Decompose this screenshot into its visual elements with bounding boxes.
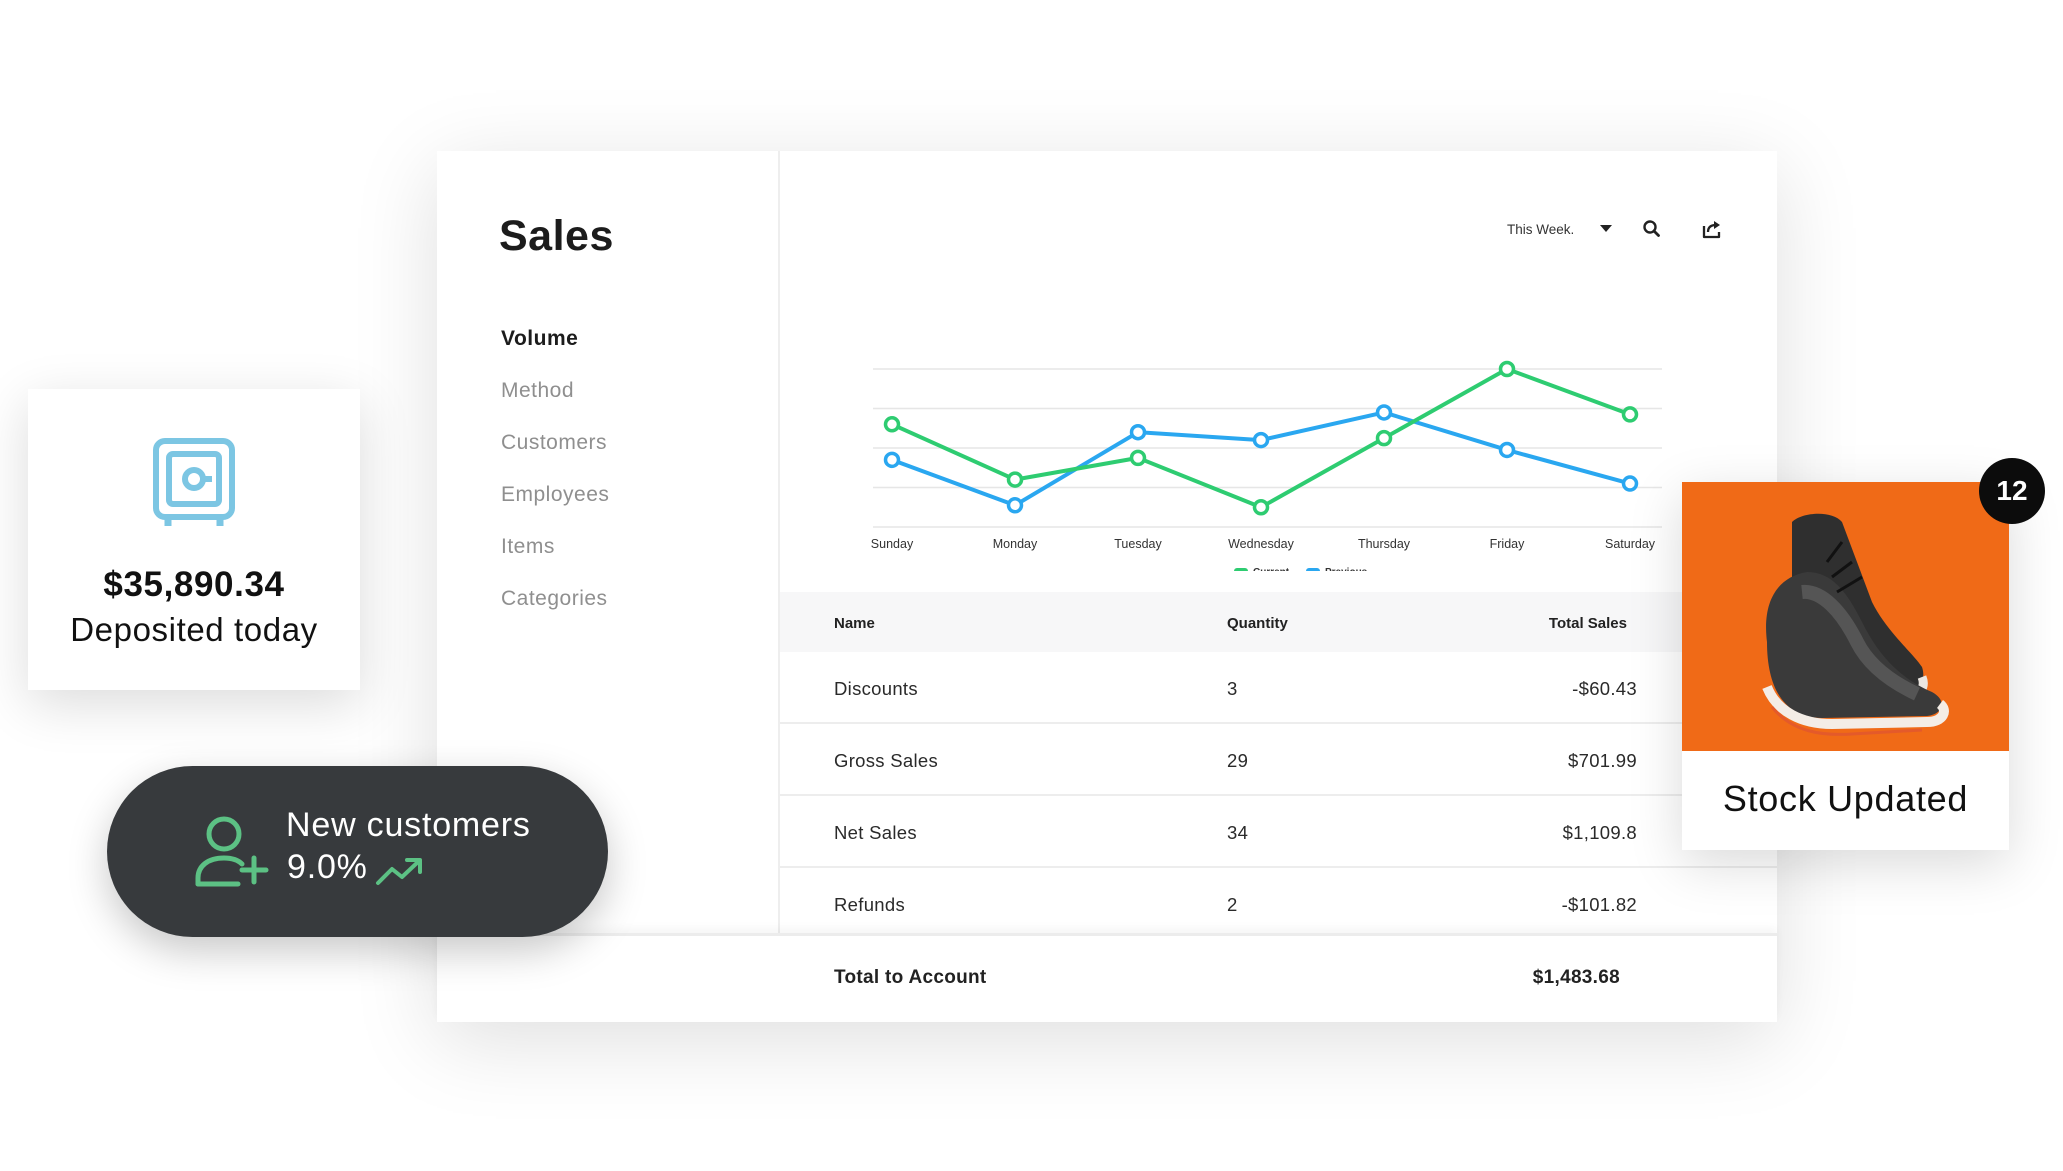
nav-item-categories[interactable]: Categories (501, 587, 608, 610)
table-footer: Total to Account $1,483.68 (437, 933, 1777, 1022)
export-icon[interactable] (1699, 216, 1725, 242)
data-point (1621, 406, 1639, 423)
nav-item-employees[interactable]: Employees (501, 483, 610, 506)
legend-swatch (1234, 568, 1248, 571)
row-quantity: 2 (1227, 894, 1238, 915)
period-select[interactable]: This Week. (1507, 222, 1575, 237)
sales-panel: Sales Volume Method Customers Employees … (437, 151, 1777, 1022)
new-customers-label: New customers (286, 806, 531, 844)
sneaker-image (1682, 482, 2009, 751)
footer-label: Total to Account (834, 967, 987, 988)
x-tick-label: Saturday (1605, 537, 1656, 551)
x-tick-label: Tuesday (1114, 537, 1162, 551)
table-row[interactable]: Discounts 3 -$60.43 (780, 652, 1777, 724)
row-total: -$101.82 (1561, 894, 1637, 915)
x-tick-label: Monday (993, 537, 1038, 551)
data-point (1498, 360, 1516, 378)
data-point (1129, 449, 1147, 467)
chart-controls: This Week. (1507, 216, 1747, 246)
footer-total: $1,483.68 (1532, 967, 1620, 988)
sales-content: This Week. Sunday Monday Tuesday Wednesday T… (780, 151, 1777, 1022)
table-row[interactable]: Net Sales 34 $1,109.8 (780, 796, 1777, 868)
page-title: Sales (499, 212, 614, 260)
header-quantity: Quantity (1227, 615, 1288, 632)
data-point (1252, 431, 1270, 449)
trending-up-icon (376, 858, 422, 885)
search-icon[interactable] (1639, 216, 1665, 242)
x-tick-label: Friday (1490, 537, 1525, 551)
row-total: $1,109.8 (1562, 822, 1637, 843)
data-point (1006, 471, 1024, 488)
table-row[interactable]: Refunds 2 -$101.82 (780, 868, 1777, 940)
add-user-icon (195, 816, 269, 887)
row-quantity: 34 (1227, 822, 1249, 843)
row-name: Net Sales (834, 822, 917, 843)
data-point (1498, 441, 1516, 459)
nav-item-items[interactable]: Items (501, 535, 555, 558)
series-line-previous (891, 410, 1631, 508)
stock-card: Stock Updated (1682, 482, 2009, 850)
deposit-card: $35,890.34 Deposited today (28, 389, 360, 690)
header-total-sales: Total Sales (1548, 615, 1627, 632)
nav-item-method[interactable]: Method (501, 379, 575, 402)
deposit-amount: $35,890.34 (103, 565, 285, 604)
row-total: -$60.43 (1572, 678, 1637, 699)
table-row[interactable]: Gross Sales 29 $701.99 (780, 724, 1777, 796)
nav-item-volume[interactable]: Volume (501, 327, 579, 350)
sales-sidebar: Sales Volume Method Customers Employees … (437, 151, 780, 1022)
new-customers-value: 9.0% (287, 848, 368, 886)
sales-table: Name Quantity Total Sales Discounts 3 -$… (780, 592, 1777, 940)
legend-swatch (1306, 568, 1320, 571)
stock-label: Stock Updated (1722, 778, 1969, 819)
safe-icon (153, 438, 235, 526)
nav-item-customers[interactable]: Customers (501, 431, 608, 454)
header-name: Name (834, 615, 875, 632)
sales-line-chart: Sunday Monday Tuesday Wednesday Thursday Frid… (871, 360, 1662, 571)
row-quantity: 29 (1227, 750, 1249, 771)
table-header: Name Quantity Total Sales (780, 592, 1777, 652)
data-point (1006, 497, 1024, 514)
data-point (1375, 429, 1393, 447)
legend-label: Current (1253, 567, 1290, 571)
sales-nav: Volume Method Customers Employees Items … (501, 327, 609, 639)
row-name: Gross Sales (834, 750, 939, 771)
row-name: Refunds (834, 894, 906, 915)
notification-badge: 12 (1979, 458, 2045, 524)
row-total: $701.99 (1568, 750, 1637, 771)
new-customers-pill: New customers 9.0% (107, 766, 608, 937)
data-point (1375, 404, 1393, 421)
x-tick-label: Thursday (1358, 537, 1411, 551)
chevron-down-icon[interactable] (1600, 225, 1612, 232)
deposit-label: Deposited today (70, 611, 318, 648)
legend-label: Previous (1325, 567, 1368, 571)
data-point (883, 416, 901, 433)
data-point (883, 451, 901, 469)
data-point (1252, 499, 1270, 516)
data-point (1129, 423, 1147, 441)
data-point (1621, 475, 1639, 492)
row-quantity: 3 (1227, 678, 1238, 699)
x-tick-label: Wednesday (1228, 537, 1295, 551)
x-tick-label: Sunday (871, 537, 914, 551)
row-name: Discounts (834, 678, 918, 699)
